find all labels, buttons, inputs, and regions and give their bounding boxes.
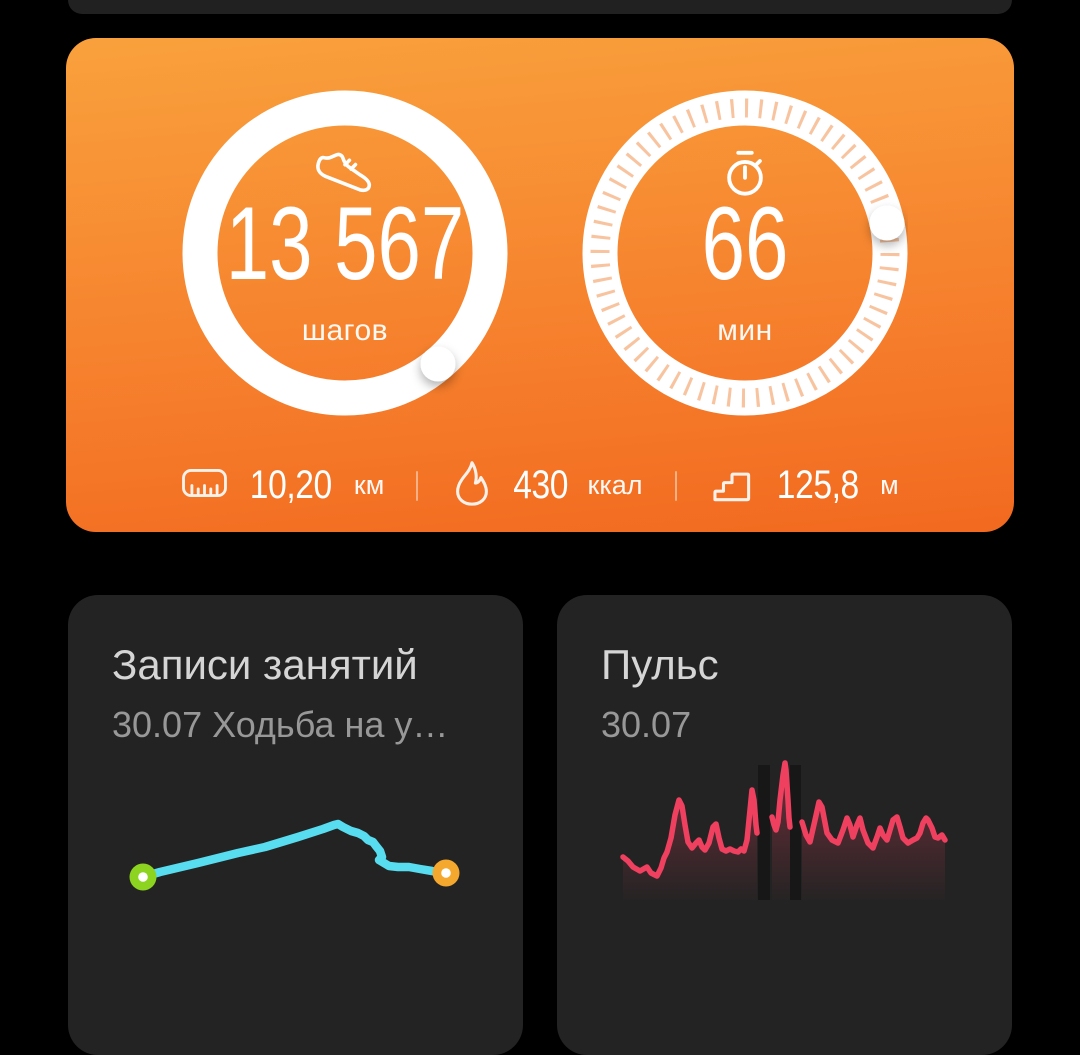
minutes-ring-graphic bbox=[582, 90, 908, 416]
stats-divider bbox=[674, 470, 677, 501]
workout-records-title: Записи занятий bbox=[112, 641, 418, 688]
heart-rate-chart bbox=[620, 760, 948, 900]
stopwatch-icon bbox=[582, 146, 908, 200]
shoe-icon bbox=[182, 146, 508, 198]
distance-unit: км bbox=[353, 470, 385, 500]
ruler-icon bbox=[181, 467, 228, 504]
previous-card-edge bbox=[68, 0, 1012, 14]
calories-value: 430 bbox=[513, 463, 569, 507]
route-preview-chart bbox=[129, 819, 460, 891]
calories-stat: 430 ккал bbox=[450, 458, 643, 513]
activity-minutes-ring[interactable]: 66 мин bbox=[582, 90, 908, 416]
steps-label: шагов bbox=[301, 314, 389, 347]
minutes-ring-cap bbox=[869, 205, 905, 241]
summary-stats-row: 10,20 км 430 ккал 125,8 м bbox=[66, 458, 1014, 513]
distance-value: 10,20 bbox=[250, 463, 333, 507]
daily-activity-card[interactable]: 13 567 шагов 66 мин bbox=[66, 38, 1014, 532]
workout-records-subtitle: 30.07 Ходьба на у… bbox=[112, 704, 449, 745]
steps-ring-graphic bbox=[182, 90, 508, 416]
minutes-label: мин bbox=[717, 314, 773, 347]
climb-value: 125,8 bbox=[776, 463, 859, 507]
stairs-icon bbox=[709, 463, 755, 509]
workout-records-card[interactable]: Записи занятий 30.07 Ходьба на у… bbox=[68, 595, 523, 1055]
climb-stat: 125,8 м bbox=[709, 463, 899, 509]
climb-unit: м bbox=[880, 470, 899, 500]
pulse-subtitle: 30.07 bbox=[601, 704, 692, 745]
flame-icon bbox=[450, 458, 494, 513]
distance-stat: 10,20 км bbox=[181, 463, 384, 508]
steps-ring-cap bbox=[420, 346, 456, 382]
pulse-card[interactable]: Пульс 30.07 bbox=[557, 595, 1012, 1055]
calories-unit: ккал bbox=[587, 470, 643, 500]
pulse-title: Пульс bbox=[601, 641, 719, 688]
steps-ring[interactable]: 13 567 шагов bbox=[182, 90, 508, 416]
steps-value: 13 567 bbox=[225, 186, 465, 302]
minutes-value: 66 bbox=[701, 186, 789, 302]
stats-divider bbox=[416, 470, 419, 501]
